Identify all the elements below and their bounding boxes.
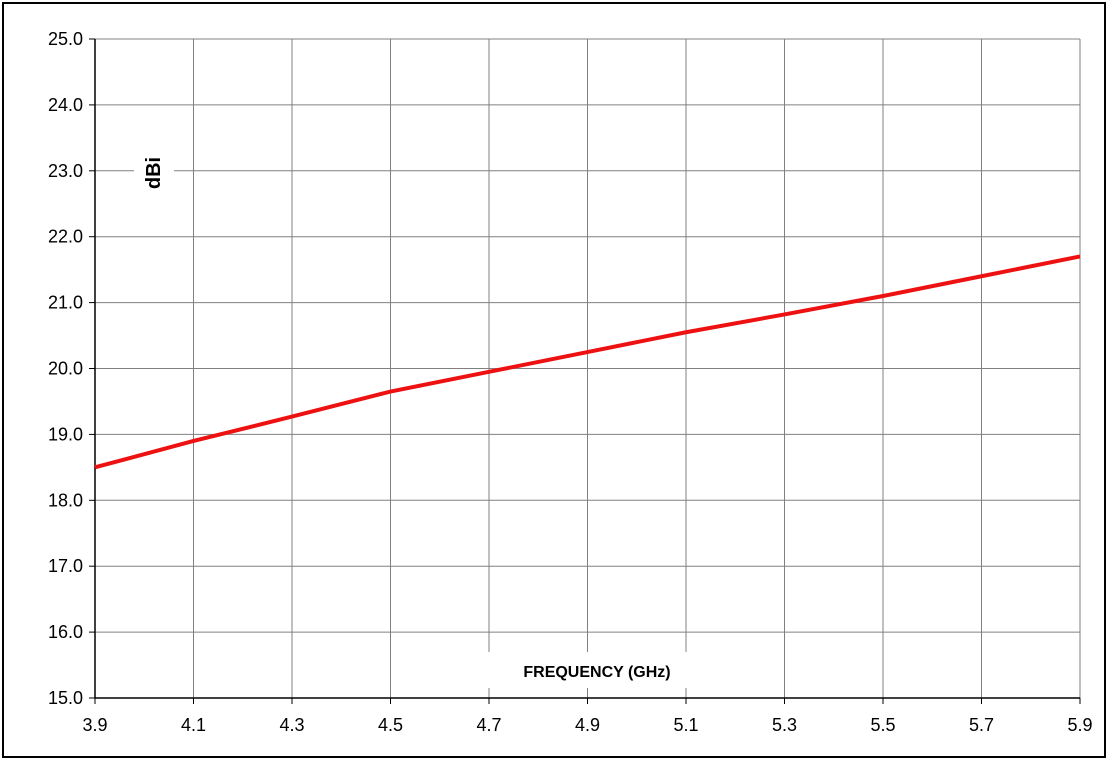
y-tick-label: 19.0 bbox=[48, 424, 83, 444]
y-tick-label: 25.0 bbox=[48, 29, 83, 49]
x-tick-label: 5.3 bbox=[772, 715, 797, 735]
axes bbox=[89, 38, 1081, 704]
x-tick-label: 5.9 bbox=[1067, 715, 1092, 735]
x-axis-title: FREQUENCY (GHz) bbox=[523, 664, 670, 681]
series-layer bbox=[94, 254, 1081, 470]
y-axis-title: dBi bbox=[143, 157, 165, 189]
grid bbox=[94, 38, 1081, 699]
y-tick-label: 16.0 bbox=[48, 622, 83, 642]
labels: 3.9 4.1 4.3 4.5 4.7 4.9 5.1 5.3 5.5 5.7 5.9 15.0 16.… bbox=[48, 29, 1093, 735]
x-tick-label: 4.7 bbox=[476, 715, 501, 735]
y-tick-label: 21.0 bbox=[48, 293, 83, 313]
x-tick-label: 4.9 bbox=[575, 715, 600, 735]
x-tick-label: 5.5 bbox=[870, 715, 895, 735]
x-tick-label: 5.7 bbox=[969, 715, 994, 735]
x-tick-label: 4.5 bbox=[378, 715, 403, 735]
x-tick-label: 3.9 bbox=[82, 715, 107, 735]
x-tick-label: 4.3 bbox=[279, 715, 304, 735]
y-axis-title-group: dBi bbox=[134, 148, 174, 198]
y-tick-label: 18.0 bbox=[48, 490, 83, 510]
x-tick-label: 4.1 bbox=[181, 715, 206, 735]
y-tick-label: 17.0 bbox=[48, 556, 83, 576]
y-tick-label: 23.0 bbox=[48, 161, 83, 181]
x-tick-label: 5.1 bbox=[673, 715, 698, 735]
y-tick-label: 24.0 bbox=[48, 95, 83, 115]
y-tick-label: 15.0 bbox=[48, 688, 83, 708]
y-tick-label: 20.0 bbox=[48, 359, 83, 379]
gain-series-line bbox=[94, 254, 1081, 470]
y-tick-label: 22.0 bbox=[48, 227, 83, 247]
x-axis-title-group: FREQUENCY (GHz) bbox=[488, 652, 706, 688]
